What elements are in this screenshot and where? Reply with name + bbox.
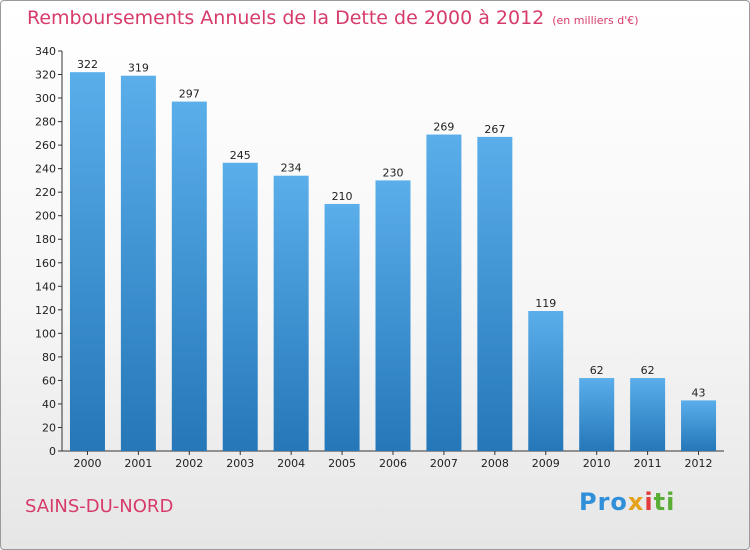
x-tick-label: 2002: [175, 457, 203, 470]
bar-value-label: 234: [281, 162, 302, 175]
bar: [171, 101, 207, 452]
chart-title: Remboursements Annuels de la Dette de 20…: [27, 7, 639, 29]
bar: [681, 400, 717, 451]
y-tick-label: 60: [42, 374, 56, 387]
bar: [528, 311, 564, 451]
y-tick-label: 320: [35, 69, 56, 82]
x-tick-label: 2009: [532, 457, 560, 470]
bar-value-label: 43: [692, 386, 706, 399]
x-tick-label: 2006: [379, 457, 407, 470]
bar-value-label: 267: [484, 123, 505, 136]
chart-title-text: Remboursements Annuels de la Dette de 20…: [27, 7, 545, 29]
y-tick-label: 40: [42, 398, 56, 411]
bar: [375, 180, 411, 452]
bar: [426, 134, 462, 451]
bar-value-label: 210: [332, 190, 353, 203]
y-tick-label: 240: [35, 163, 56, 176]
y-tick-label: 300: [35, 92, 56, 105]
y-tick-label: 220: [35, 186, 56, 199]
bar-value-label: 269: [433, 121, 454, 134]
commune-name: SAINS-DU-NORD: [25, 496, 174, 517]
bar: [273, 175, 309, 452]
proxiti-logo: Proxiti: [579, 488, 676, 516]
chart-bars: [69, 72, 717, 452]
bar: [579, 378, 615, 451]
y-tick-label: 0: [49, 445, 56, 458]
bar-value-label: 119: [535, 297, 556, 310]
y-tick-label: 160: [35, 257, 56, 270]
x-tick-label: 2008: [481, 457, 509, 470]
bar-value-label: 319: [128, 62, 149, 75]
x-tick-label: 2005: [328, 457, 356, 470]
bar: [477, 136, 513, 451]
x-tick-label: 2001: [124, 457, 152, 470]
bar-value-label: 230: [383, 166, 404, 179]
bar-value-label: 322: [77, 58, 98, 71]
bar-value-label: 297: [179, 88, 200, 101]
x-tick-label: 2007: [430, 457, 458, 470]
chart-subtitle: (en milliers d'€): [552, 14, 639, 27]
y-tick-label: 180: [35, 233, 56, 246]
bar: [120, 75, 156, 452]
bar: [324, 203, 360, 451]
x-tick-label: 2000: [73, 457, 101, 470]
y-tick-label: 340: [35, 45, 56, 58]
bar-value-label: 62: [641, 364, 655, 377]
y-tick-label: 200: [35, 210, 56, 223]
bar-chart: 0 20 40 60 80 100 120 140 160 180 200 220 240 260 280 3…: [35, 45, 724, 470]
bar-value-label: 245: [230, 149, 251, 162]
x-tick-label: 2003: [226, 457, 254, 470]
y-tick-label: 80: [42, 351, 56, 364]
x-tick-label: 2010: [583, 457, 611, 470]
x-tick-label: 2004: [277, 457, 305, 470]
x-tick-label: 2011: [634, 457, 662, 470]
bar-value-label: 62: [590, 364, 604, 377]
y-tick-label: 280: [35, 116, 56, 129]
x-tick-label: 2012: [685, 457, 713, 470]
y-tick-label: 140: [35, 280, 56, 293]
bar: [69, 72, 105, 452]
y-tick-label: 260: [35, 139, 56, 152]
bar: [222, 162, 258, 451]
bar: [630, 378, 666, 451]
chart-data-labels: 322 319 297 245 234 210 230 269 267 119 62 62 43: [77, 58, 706, 399]
y-tick-label: 20: [42, 421, 56, 434]
y-tick-label: 100: [35, 327, 56, 340]
y-tick-label: 120: [35, 304, 56, 317]
